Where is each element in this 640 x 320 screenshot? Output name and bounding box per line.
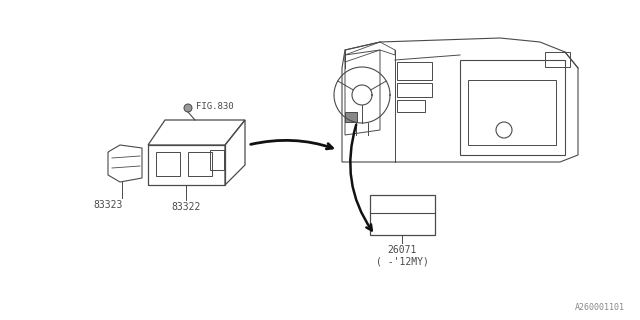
Text: A260001101: A260001101 [575,303,625,312]
Text: 83323: 83323 [93,200,123,210]
Circle shape [184,104,192,112]
Text: 26071
( -'12MY): 26071 ( -'12MY) [376,245,428,267]
Bar [156,152,180,176]
Bar [345,112,357,122]
Text: 83322: 83322 [172,202,201,212]
Bar [545,52,570,67]
Bar [468,80,556,145]
Bar [370,195,435,235]
Bar [397,100,425,112]
Text: FIG.830: FIG.830 [196,101,234,110]
Bar [397,62,432,80]
Bar [397,83,432,97]
Bar [188,152,212,176]
Bar [460,60,565,155]
Bar [210,150,224,170]
